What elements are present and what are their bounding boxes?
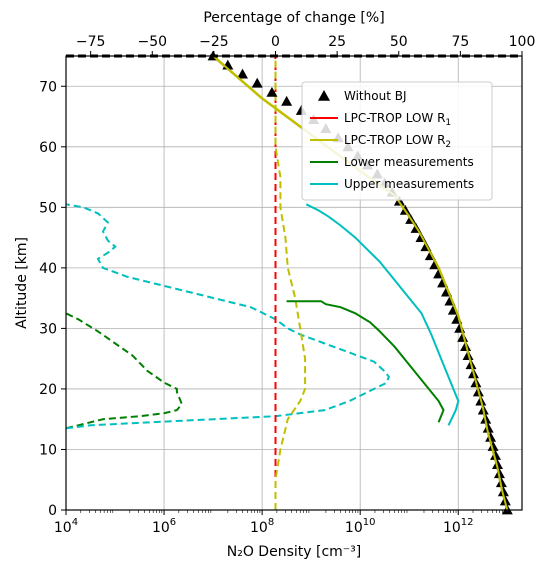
top-x-tick-label: 75 xyxy=(451,34,469,50)
top-x-tick-label: 100 xyxy=(509,34,536,50)
legend-label: Upper measurements xyxy=(344,177,474,191)
y-tick-label: 20 xyxy=(39,382,57,398)
top-x-tick-label: 50 xyxy=(390,34,408,50)
y-tick-label: 40 xyxy=(39,261,57,277)
x-axis-label: N₂O Density [cm⁻³] xyxy=(227,544,362,560)
x-tick-label: 106 xyxy=(152,517,176,536)
top-x-axis-label: Percentage of change [%] xyxy=(203,10,384,26)
top-x-tick-label: −75 xyxy=(76,34,106,50)
y-tick-label: 0 xyxy=(48,503,57,519)
legend: Without BJ LPC-TROP LOW R1 LPC-TROP LOW R2… xyxy=(301,81,493,201)
legend-box xyxy=(301,81,493,201)
y-axis-label: Altitude [km] xyxy=(14,237,30,329)
top-x-tick-label: 0 xyxy=(271,34,280,50)
triangle-marker xyxy=(237,68,249,79)
legend-marker xyxy=(318,90,330,101)
legend-label: Without BJ xyxy=(344,89,406,103)
y-tick-label: 50 xyxy=(39,200,57,216)
dashed-line-upper-percent xyxy=(65,203,391,430)
triangle-marker xyxy=(266,86,278,97)
x-tick-label: 1012 xyxy=(443,517,474,536)
dashed-line-lower-percent xyxy=(65,312,183,430)
x-tick-label: 104 xyxy=(54,517,78,536)
axes: 104 106 108 1010 1012 0 10 20 30 40 50 60 70 −75 −50 −2… xyxy=(39,34,535,536)
legend-label: LPC-TROP LOW R1 xyxy=(344,111,451,128)
triangle-marker xyxy=(485,431,497,442)
x-tick-label: 1010 xyxy=(345,517,376,536)
triangle-marker xyxy=(497,486,509,497)
y-tick-label: 30 xyxy=(39,321,57,337)
y-tick-label: 70 xyxy=(39,79,57,95)
y-tick-label: 60 xyxy=(39,140,57,156)
line-series-3 xyxy=(286,300,445,423)
triangle-marker xyxy=(490,450,502,460)
line-series-4 xyxy=(305,203,460,426)
triangle-marker xyxy=(482,422,494,433)
x-tick-label: 108 xyxy=(250,517,274,536)
legend-label: Lower measurements xyxy=(344,155,474,169)
triangle-marker xyxy=(281,95,293,106)
triangle-marker xyxy=(251,77,263,88)
dashed-line-r2-percent xyxy=(274,56,307,510)
top-x-tick-label: −25 xyxy=(199,34,229,50)
triangle-marker xyxy=(487,440,499,451)
top-x-tick-label: 25 xyxy=(328,34,346,50)
y-tick-label: 10 xyxy=(39,442,57,458)
top-x-tick-label: −50 xyxy=(137,34,167,50)
legend-label: LPC-TROP LOW R2 xyxy=(344,133,451,150)
